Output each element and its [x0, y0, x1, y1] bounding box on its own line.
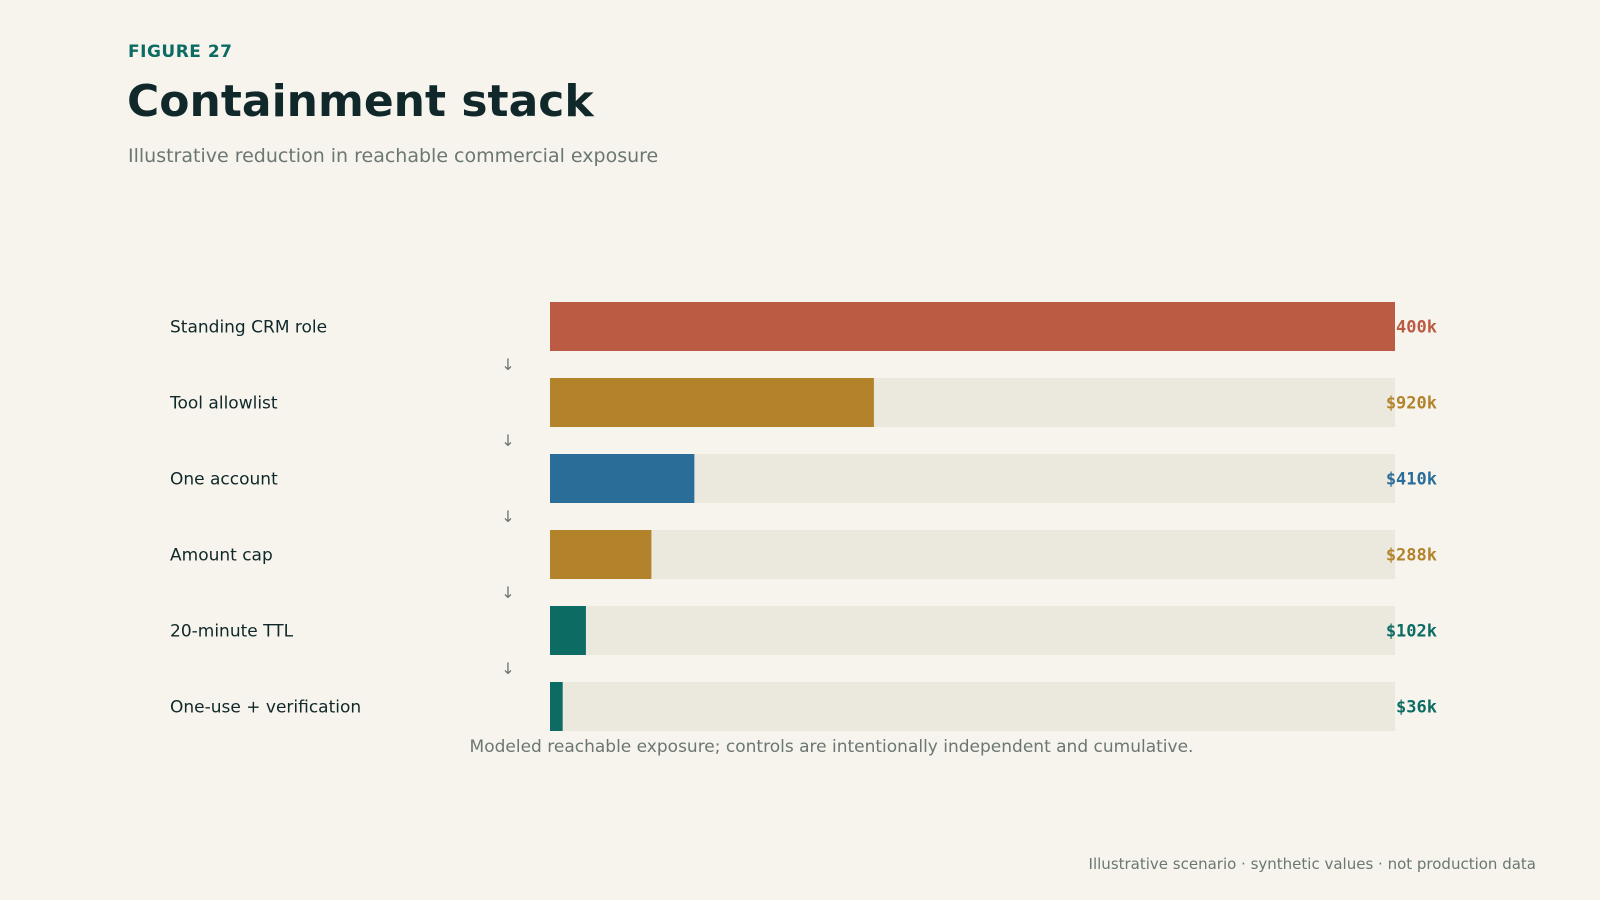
value-label: $288k	[1386, 546, 1437, 566]
step-arrow-icon: ↓	[501, 659, 514, 678]
step-arrow-icon: ↓	[501, 507, 514, 526]
bar	[550, 378, 874, 427]
chart-subtitle: Illustrative reduction in reachable comm…	[128, 145, 659, 167]
bar	[550, 530, 652, 579]
bar	[550, 682, 563, 731]
bar	[550, 302, 1395, 351]
bar	[550, 454, 695, 503]
value-label: $410k	[1386, 470, 1437, 490]
chart-caption: Modeled reachable exposure; controls are…	[469, 737, 1194, 757]
category-label: 20-minute TTL	[170, 622, 294, 642]
chart-title: Containment stack	[127, 76, 594, 127]
footnote: Illustrative scenario · synthetic values…	[1088, 855, 1536, 873]
value-label: $102k	[1386, 622, 1437, 642]
category-label: Amount cap	[170, 546, 273, 566]
category-label: Standing CRM role	[170, 318, 327, 338]
bar	[550, 606, 586, 655]
figure-label: FIGURE 27	[128, 42, 233, 62]
bar-track	[550, 682, 1395, 731]
value-label: $2,400k	[1365, 318, 1437, 338]
category-label: Tool allowlist	[169, 394, 278, 414]
value-label: $36k	[1396, 698, 1437, 718]
value-label: $920k	[1386, 394, 1437, 414]
bar-track	[550, 606, 1395, 655]
bar-track	[550, 530, 1395, 579]
step-arrow-icon: ↓	[501, 355, 514, 374]
step-arrow-icon: ↓	[501, 431, 514, 450]
category-label: One account	[170, 470, 278, 490]
category-label: One-use + verification	[170, 698, 361, 718]
step-arrow-icon: ↓	[501, 583, 514, 602]
